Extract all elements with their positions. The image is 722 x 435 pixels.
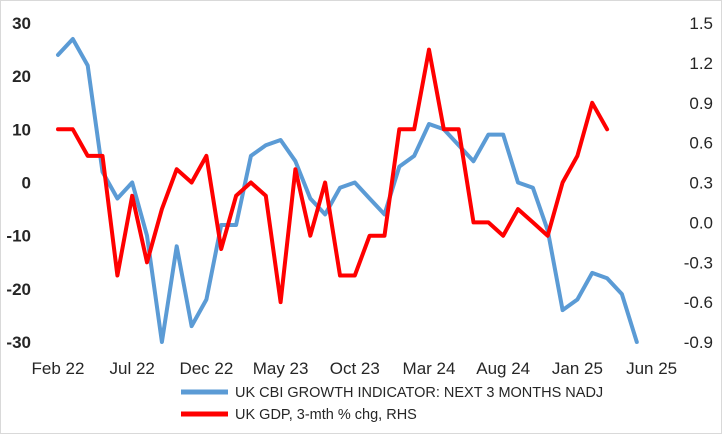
x-tick-label: Feb 22 — [32, 359, 85, 378]
series-lines — [56, 37, 639, 344]
legend-label-cbi: UK CBI GROWTH INDICATOR: NEXT 3 MONTHS N… — [235, 385, 603, 401]
left-tick-label: -10 — [6, 227, 31, 246]
legend-label-gdp: UK GDP, 3-mth % chg, RHS — [235, 407, 417, 423]
series-line-cbi — [56, 37, 639, 344]
x-axis-ticks: Feb 22 Jul 22 Dec 22 May 23 Oct 23 Mar 24 Aug … — [32, 359, 678, 378]
left-tick-label: 0 — [22, 174, 31, 193]
right-tick-label: -0.3 — [684, 253, 713, 272]
right-tick-label: 0.0 — [689, 213, 713, 232]
x-tick-label: Jul 22 — [110, 359, 155, 378]
right-tick-label: 1.2 — [689, 54, 713, 73]
right-tick-label: -0.6 — [684, 293, 713, 312]
x-tick-label: Dec 22 — [179, 359, 233, 378]
x-tick-label: Mar 24 — [403, 359, 456, 378]
left-tick-label: 20 — [12, 67, 31, 86]
right-axis-ticks: 1.5 1.2 0.9 0.6 0.3 0.0 -0.3 -0.6 -0.9 — [684, 14, 713, 352]
x-tick-label: May 23 — [253, 359, 309, 378]
right-tick-label: 0.3 — [689, 174, 713, 193]
right-tick-label: 1.5 — [689, 14, 713, 33]
x-tick-label: Aug 24 — [476, 359, 530, 378]
left-tick-label: 30 — [12, 14, 31, 33]
left-tick-label: 10 — [12, 120, 31, 139]
left-axis-ticks: 30 20 10 0 -10 -20 -30 — [6, 14, 31, 352]
right-tick-label: -0.9 — [684, 333, 713, 352]
series-line-gdp — [56, 47, 610, 305]
right-tick-label: 0.6 — [689, 134, 713, 153]
left-tick-label: -30 — [6, 333, 31, 352]
x-tick-label: Jan 25 — [552, 359, 603, 378]
left-tick-label: -20 — [6, 280, 31, 299]
x-tick-label: Jun 25 — [626, 359, 677, 378]
x-tick-label: Oct 23 — [330, 359, 380, 378]
right-tick-label: 0.9 — [689, 94, 713, 113]
legend: UK CBI GROWTH INDICATOR: NEXT 3 MONTHS N… — [181, 385, 603, 423]
